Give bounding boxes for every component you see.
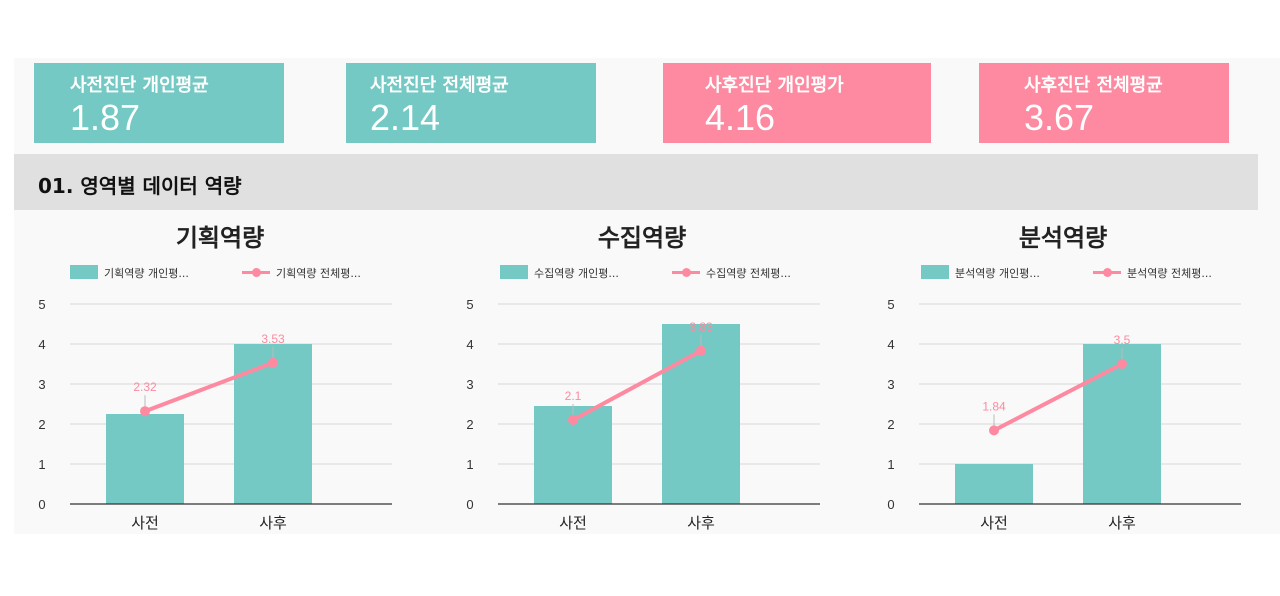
y-tick-label: 3 [38,377,45,392]
kpi-value: 3.67 [1024,97,1095,138]
bar [955,464,1033,504]
data-label: 2.1 [565,389,582,403]
line-point [568,415,578,425]
kpi-label: 사후진단 개인평가 [705,75,844,96]
legend-label: 분석역량 전체평... [1127,267,1212,280]
chart-title: 기획역량 [175,224,265,252]
y-tick-label: 4 [466,337,473,352]
legend-label: 수집역량 개인평... [534,267,619,280]
x-tick-label: 사전 [980,514,1008,532]
legend-bar-swatch [921,265,949,279]
legend-bar-swatch [70,265,98,279]
line-point [989,425,999,436]
y-tick-label: 4 [887,337,894,352]
line-point [1117,359,1127,369]
chart-analysis: 분석역량 분석역량 개인평... 분석역량 전체평... 0 1 2 3 4 5 사전 사후 1… [849,212,1269,542]
legend-label: 기획역량 전체평... [276,267,361,280]
kpi-card-post-overall: 사후진단 전체평균 3.67 [979,63,1229,143]
y-tick-label: 0 [466,497,473,512]
y-tick-label: 0 [38,497,45,512]
kpi-value: 1.87 [70,97,141,138]
series-line [571,348,703,422]
chart-plot: 0 1 2 3 4 5 사전 사후 2.32 3.53 [38,297,392,532]
y-tick-label: 3 [887,377,894,392]
y-tick-label: 5 [466,297,473,312]
data-label: 3.53 [261,332,285,346]
chart-plot: 0 1 2 3 4 5 사전 사후 1.84 3.5 [887,297,1241,532]
kpi-card-pre-overall: 사전진단 전체평균 2.14 [346,63,596,143]
chart-planning: 기획역량 기획역량 개인평... 기획역량 전체평... 0 1 2 3 4 5 사전 사후 2… [0,212,420,542]
y-tick-label: 2 [38,417,45,432]
y-tick-label: 2 [887,417,894,432]
kpi-value: 4.16 [705,97,776,138]
kpi-card-post-individual: 사후진단 개인평가 4.16 [663,63,931,143]
kpi-value: 2.14 [370,97,441,138]
kpi-label: 사전진단 개인평균 [70,75,209,96]
y-tick-label: 1 [466,457,473,472]
line-point [696,345,706,356]
data-label: 3.83 [689,320,713,334]
section-title: 01. 영역별 데이터 역량 [38,174,242,198]
legend-line-dot [682,268,691,277]
bar [106,414,184,504]
line-point [140,406,150,417]
bar [234,344,312,504]
section-header: 01. 영역별 데이터 역량 [14,154,1258,210]
legend-label: 수집역량 전체평... [706,267,791,280]
legend-line-dot [1103,268,1112,277]
line-point [268,357,278,368]
legend-bar-swatch [500,265,528,279]
kpi-label: 사전진단 전체평균 [370,75,509,96]
chart-collection: 수집역량 수집역량 개인평... 수집역량 전체평... 0 1 2 3 4 5 사전 사후 2… [428,212,848,542]
series-line [143,360,275,414]
y-tick-label: 5 [887,297,894,312]
series-line [992,362,1124,433]
x-tick-label: 사후 [687,514,715,532]
chart-plot: 0 1 2 3 4 5 사전 사후 2.1 3.83 [466,297,820,532]
x-tick-label: 사후 [259,514,287,532]
y-tick-label: 1 [887,457,894,472]
data-label: 3.5 [1114,333,1131,347]
data-label: 1.84 [982,399,1006,413]
legend-label: 분석역량 개인평... [955,267,1040,280]
chart-title: 분석역량 [1018,224,1108,252]
x-tick-label: 사전 [559,514,587,532]
y-tick-label: 0 [887,497,894,512]
bar [1083,344,1161,504]
y-tick-label: 5 [38,297,45,312]
x-tick-label: 사전 [131,514,159,532]
y-tick-label: 2 [466,417,473,432]
legend-label: 기획역량 개인평... [104,267,189,280]
y-tick-label: 4 [38,337,45,352]
kpi-label: 사후진단 전체평균 [1024,75,1163,96]
x-tick-label: 사후 [1108,514,1136,532]
y-tick-label: 3 [466,377,473,392]
data-label: 2.32 [133,380,157,394]
legend-line-dot [252,268,261,277]
kpi-card-pre-individual: 사전진단 개인평균 1.87 [34,63,284,143]
y-tick-label: 1 [38,457,45,472]
chart-title: 수집역량 [597,224,687,252]
